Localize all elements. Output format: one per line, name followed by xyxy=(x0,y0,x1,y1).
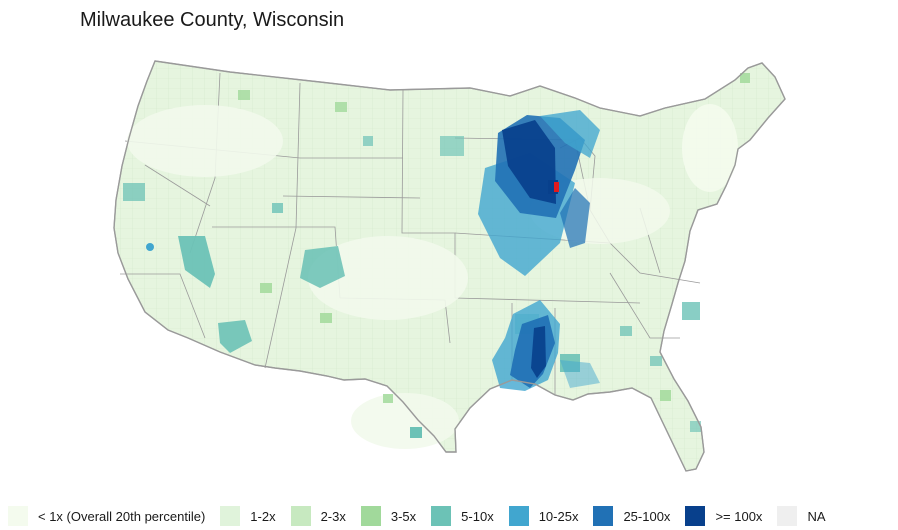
legend-item-25-100x: 25-100x xyxy=(593,506,685,526)
legend-label: 3-5x xyxy=(390,508,417,524)
legend-item-10-25x: 10-25x xyxy=(508,506,594,526)
map-legend: < 1x (Overall 20th percentile) 1-2x 2-3x… xyxy=(8,505,898,527)
legend-swatch xyxy=(508,506,529,526)
legend-swatch xyxy=(777,506,798,526)
legend-swatch xyxy=(685,506,706,526)
legend-item-3-5x: 3-5x xyxy=(360,506,431,526)
map-title: Milwaukee County, Wisconsin xyxy=(80,9,345,31)
state-borders xyxy=(120,72,701,395)
legend-item-na: NA xyxy=(777,506,840,526)
milwaukee-county-highlight xyxy=(554,182,559,192)
us-county-map xyxy=(0,38,898,500)
legend-swatch xyxy=(593,506,614,526)
legend-label: NA xyxy=(807,508,826,524)
legend-label: 10-25x xyxy=(538,508,579,524)
legend-item-5-10x: 5-10x xyxy=(431,506,509,526)
us-map-svg xyxy=(113,60,786,472)
choropleth-areas xyxy=(123,73,750,449)
legend-swatch xyxy=(290,506,311,526)
legend-item-1-2x: 1-2x xyxy=(220,506,290,526)
legend-swatch xyxy=(431,506,452,526)
legend-swatch xyxy=(220,506,241,526)
legend-swatch xyxy=(8,506,28,526)
legend-swatch xyxy=(360,506,381,526)
legend-label: 5-10x xyxy=(461,508,494,524)
legend-label: < 1x (Overall 20th percentile) xyxy=(38,508,206,524)
legend-label: 25-100x xyxy=(623,508,671,524)
legend-item-2-3x: 2-3x xyxy=(290,506,361,526)
legend-label: >= 100x xyxy=(715,508,763,524)
legend-label: 2-3x xyxy=(320,508,346,524)
legend-item-less-than-1x: < 1x (Overall 20th percentile) xyxy=(8,506,220,526)
us-outline-stroke xyxy=(113,60,786,472)
legend-label: 1-2x xyxy=(250,508,276,524)
legend-item-100x-plus: >= 100x xyxy=(685,506,777,526)
